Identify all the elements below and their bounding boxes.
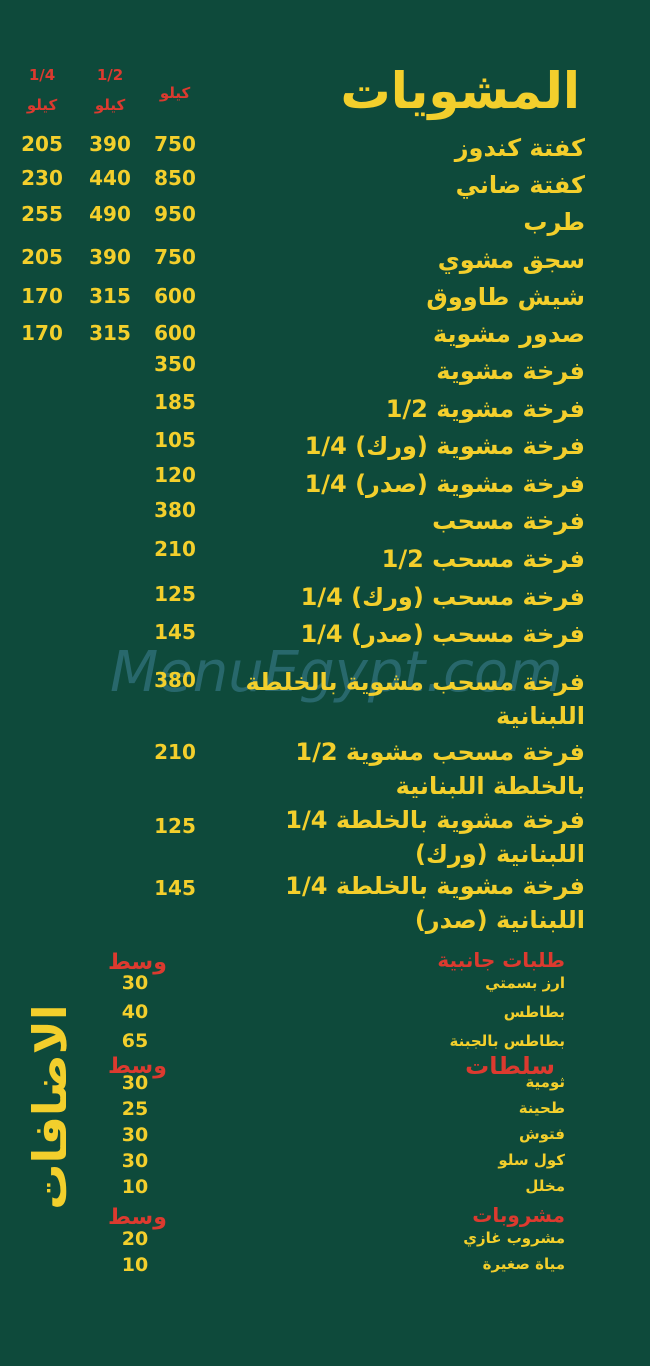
- page-title: المشويات: [340, 62, 580, 120]
- side-item-price: 10: [121, 1176, 149, 1198]
- menu-item-price: 170: [21, 284, 63, 308]
- menu-item-name: فرخة مسحب: [432, 507, 585, 535]
- menu-item-price: 255: [21, 202, 63, 226]
- menu-item-price: 210: [154, 740, 196, 764]
- menu-item-name: فرخة مشوية بالخلطة 1/4 اللبنانية (صدر): [285, 872, 585, 934]
- menu-item-name: كفتة كندوز: [454, 134, 585, 162]
- menu-item-price: 350: [154, 352, 196, 376]
- menu-item-price: 205: [21, 245, 63, 269]
- menu-item-price: 600: [154, 284, 196, 308]
- menu-item-name: طرب: [523, 208, 585, 236]
- menu-item-price: 205: [21, 132, 63, 156]
- menu-item-price: 170: [21, 321, 63, 345]
- menu-item-price: 105: [154, 428, 196, 452]
- menu-item-price: 440: [89, 166, 131, 190]
- section-title: سلطات: [465, 1052, 555, 1080]
- menu-item-price: 850: [154, 166, 196, 190]
- menu-item-name: فرخة مشوية (ورك) 1/4: [304, 432, 585, 460]
- menu-item-price: 380: [154, 668, 196, 692]
- menu-item-price: 750: [154, 132, 196, 156]
- menu-item-name: شيش طاووق: [426, 283, 585, 311]
- side-item-price: 25: [121, 1098, 149, 1120]
- extras-title: الاضافات: [23, 1004, 77, 1210]
- menu-item-name: فرخة مسحب مشوية بالخلطة اللبنانية: [245, 668, 585, 730]
- menu-item-name: فرخة مشوية (صدر) 1/4: [304, 470, 585, 498]
- side-item-name: مخلل: [525, 1177, 565, 1195]
- side-item-name: بطاطس: [503, 1003, 565, 1021]
- side-item-name: ثومية: [525, 1073, 565, 1091]
- menu-item-price: 380: [154, 498, 196, 522]
- side-item-name: مياة صغيرة: [482, 1255, 565, 1273]
- menu-item-name: فرخة مسحب مشوية 1/2 بالخلطة اللبنانية: [295, 738, 585, 800]
- side-item-name: فتوش: [518, 1125, 565, 1143]
- side-item-name: مشروب غازي: [463, 1229, 565, 1247]
- side-item-name: كول سلو: [498, 1151, 565, 1169]
- menu-item-price: 390: [89, 132, 131, 156]
- menu-item-price: 145: [154, 620, 196, 644]
- menu-item-price: 315: [89, 284, 131, 308]
- menu-item-price: 145: [154, 876, 196, 900]
- menu-item-price: 230: [21, 166, 63, 190]
- side-item-price: 30: [121, 972, 149, 994]
- watermark: MenuEgypt.com: [110, 640, 563, 705]
- side-item-price: 20: [121, 1228, 149, 1250]
- menu-item-price: 950: [154, 202, 196, 226]
- column-header-unit: كيلو: [26, 96, 58, 114]
- menu-item-name: فرخة مشوية بالخلطة 1/4 اللبنانية (ورك): [285, 806, 585, 868]
- column-header-fraction: 1/2: [96, 66, 124, 84]
- side-item-name: ارز بسمتي: [485, 974, 565, 992]
- menu-item-price: 315: [89, 321, 131, 345]
- menu-item-name: سجق مشوي: [437, 246, 585, 274]
- column-header-fraction: 1/4: [28, 66, 56, 84]
- menu-item-price: 210: [154, 537, 196, 561]
- menu-item-price: 185: [154, 390, 196, 414]
- size-label: وسط: [108, 1054, 167, 1079]
- side-item-name: طحينة: [518, 1099, 565, 1117]
- menu-item-name: فرخة مشوية: [436, 357, 585, 385]
- menu-item-name: صدور مشوية: [432, 320, 585, 348]
- menu-item-price: 490: [89, 202, 131, 226]
- menu-item-price: 390: [89, 245, 131, 269]
- menu-item-price: 125: [154, 814, 196, 838]
- menu-item-price: 600: [154, 321, 196, 345]
- side-item-price: 65: [121, 1030, 149, 1052]
- side-item-name: بطاطس بالجبنة: [449, 1032, 565, 1050]
- section-title: مشروبات: [472, 1203, 565, 1227]
- side-item-price: 30: [121, 1150, 149, 1172]
- menu-item-name: كفتة ضاني: [455, 171, 585, 199]
- side-item-price: 30: [121, 1124, 149, 1146]
- side-item-price: 40: [121, 1001, 149, 1023]
- menu-item-name: فرخة مسحب (صدر) 1/4: [300, 620, 585, 648]
- side-item-price: 30: [121, 1072, 149, 1094]
- section-title: طلبات جانبية: [437, 948, 565, 972]
- menu-item-price: 120: [154, 463, 196, 487]
- menu-item-name: فرخة مشوية 1/2: [385, 395, 585, 423]
- column-header-unit: كيلو: [159, 84, 191, 102]
- size-label: وسط: [108, 950, 167, 975]
- menu-item-name: فرخة مسحب 1/2: [381, 545, 585, 573]
- size-label: وسط: [108, 1205, 167, 1230]
- column-header-unit: كيلو: [94, 96, 126, 114]
- menu-item-price: 750: [154, 245, 196, 269]
- side-item-price: 10: [121, 1254, 149, 1276]
- menu-item-price: 125: [154, 582, 196, 606]
- menu-item-name: فرخة مسحب (ورك) 1/4: [300, 583, 585, 611]
